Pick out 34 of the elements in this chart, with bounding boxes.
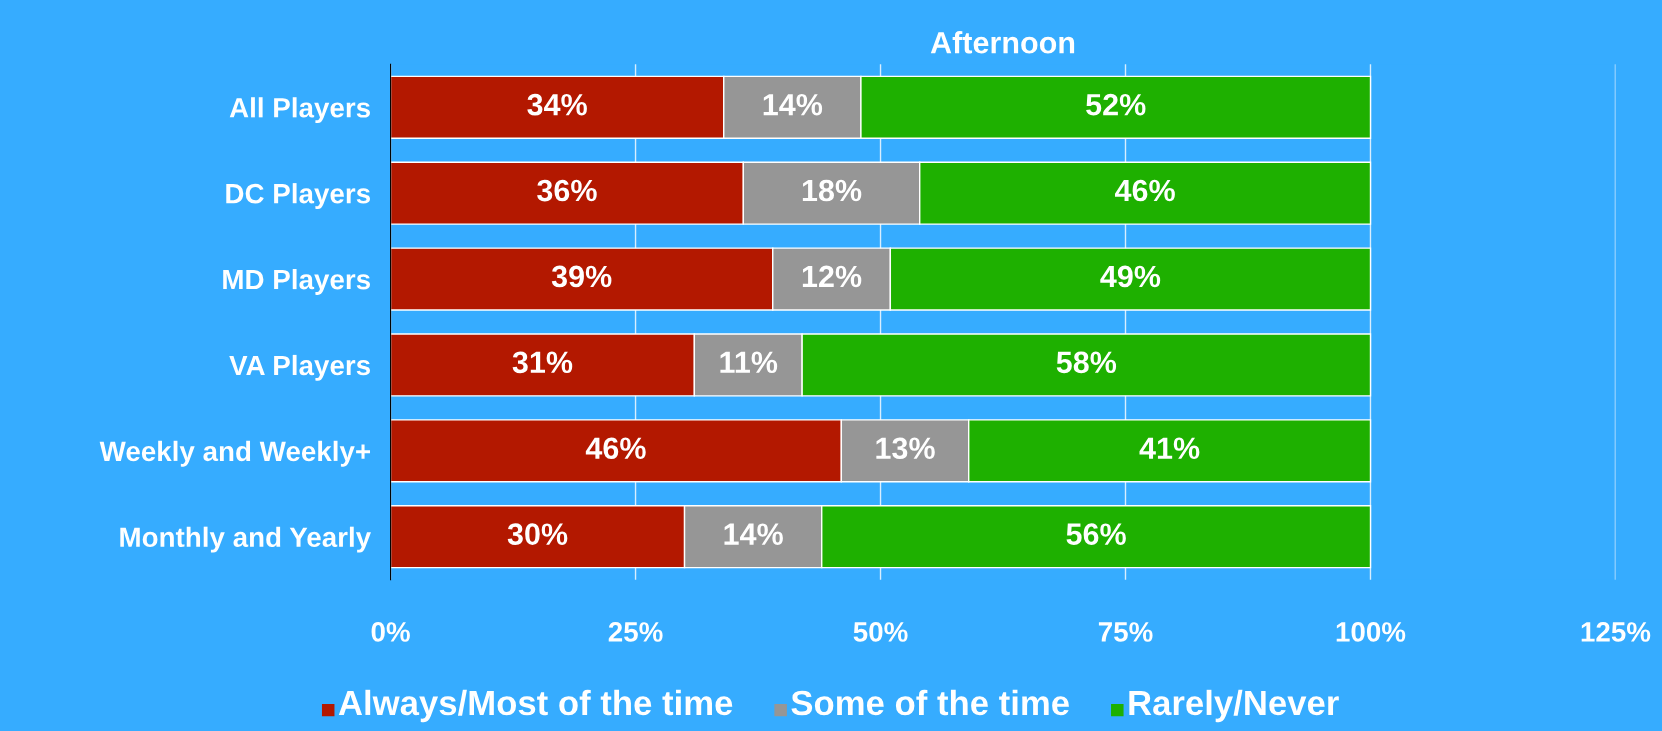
data-label: 14% xyxy=(724,523,783,545)
y-tick-label: VA Players xyxy=(229,354,370,381)
data-label: 36% xyxy=(537,179,597,202)
data-label: 14% xyxy=(763,93,823,116)
y-tick-label: Monthly and Yearly xyxy=(120,526,371,553)
x-tick-label: 0% xyxy=(371,622,410,642)
x-tick-label: 25% xyxy=(608,622,663,642)
data-label: 18% xyxy=(802,179,862,202)
data-label: 34% xyxy=(527,93,587,116)
data-label: 58% xyxy=(1056,351,1117,374)
data-label: 41% xyxy=(1139,437,1200,459)
data-label: 39% xyxy=(551,265,612,288)
data-label: 31% xyxy=(512,351,573,374)
x-tick-label: 125% xyxy=(1581,622,1651,642)
x-tick-label: 100% xyxy=(1336,622,1406,642)
y-tick-label: All Players xyxy=(229,97,370,124)
chart-title: Afternoon xyxy=(930,31,1075,54)
x-tick-label: 75% xyxy=(1098,622,1153,642)
data-label: 30% xyxy=(507,523,568,545)
legend-label: Rarely/Never xyxy=(1129,689,1339,723)
legend-label: Some of the time xyxy=(791,689,1069,716)
data-label: 12% xyxy=(802,265,862,288)
data-label: 52% xyxy=(1086,93,1146,116)
data-label: 46% xyxy=(585,437,646,460)
data-label: 46% xyxy=(1114,179,1175,202)
y-tick-label: Weekly and Weekly+ xyxy=(99,440,371,467)
data-label: 13% xyxy=(876,437,935,460)
y-tick-label: MD Players xyxy=(223,268,370,295)
x-tick-label: 50% xyxy=(853,622,908,642)
legend-label: Always/Most of the time xyxy=(338,689,733,723)
y-tick-label: DC Players xyxy=(226,183,370,209)
data-label: 11% xyxy=(720,351,778,374)
data-label: 49% xyxy=(1100,265,1161,288)
data-label: 56% xyxy=(1066,523,1126,545)
